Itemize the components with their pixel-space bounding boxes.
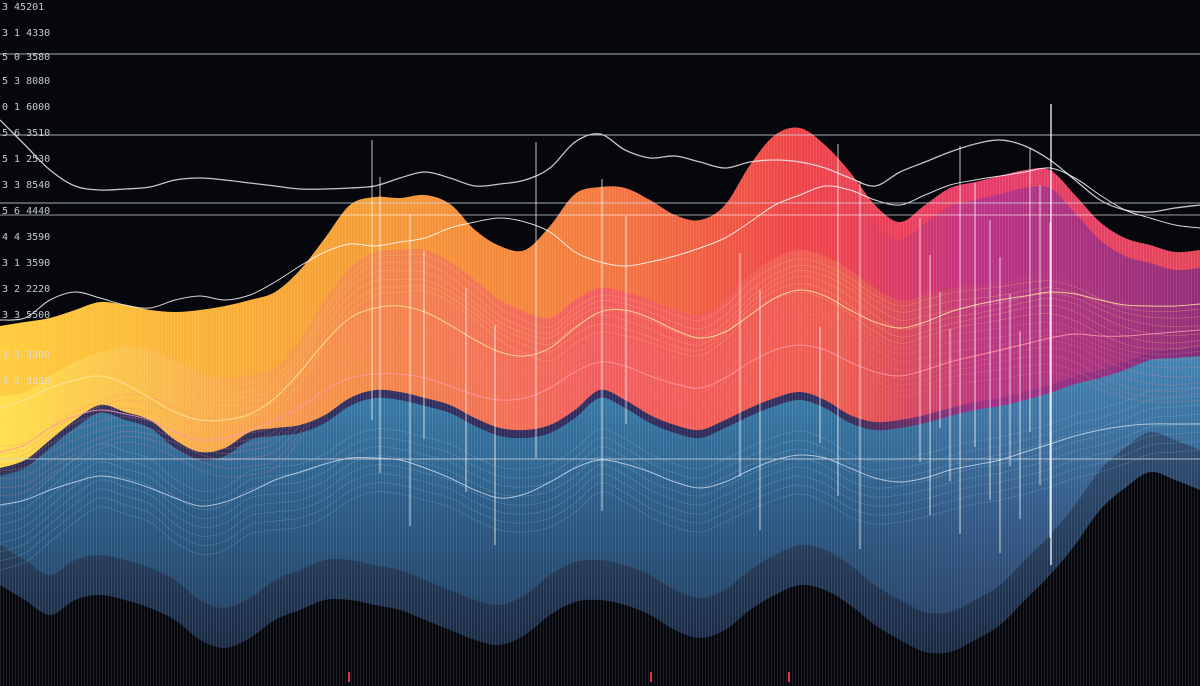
x-tick-mark-3 [788, 672, 790, 682]
y-tick-label-2: 3 1 4330 [2, 28, 50, 39]
y-tick-label-3: 5 0 3580 [2, 52, 50, 63]
y-tick-label-9: 5 6 4440 [2, 206, 50, 217]
series-line-1 [0, 119, 1200, 213]
vertical-spikes [371, 104, 1052, 565]
y-tick-label-11: 3 1 3590 [2, 258, 50, 269]
y-tick-label-8: 3 3 8540 [2, 180, 50, 191]
hatch-overlay [0, 127, 1200, 686]
horizontal-rules [0, 53, 1200, 460]
y-tick-label-10: 4 4 3590 [2, 232, 50, 243]
y-tick-label-15: 3 2 3330 [2, 376, 50, 387]
x-tick-marks [348, 672, 790, 682]
y-tick-label-5: 0 1 6000 [2, 102, 50, 113]
y-tick-label-1: 3 45201 [2, 2, 44, 13]
y-tick-label-14: 3 3 3300 [2, 350, 50, 361]
hatch-texture [0, 127, 1200, 686]
y-tick-labels: 3 45201 3 1 4330 5 0 3580 5 3 8080 0 1 6000 5… [2, 2, 50, 387]
series-line-2 [0, 167, 1200, 321]
y-tick-label-7: 5 1 2530 [2, 154, 50, 165]
y-tick-label-13: 3 3 5500 [2, 310, 50, 321]
y-tick-label-6: 5 6 3510 [2, 128, 50, 139]
x-tick-mark-2 [650, 672, 652, 682]
x-tick-mark-1 [348, 672, 350, 682]
y-tick-label-4: 5 3 8080 [2, 76, 50, 87]
y-tick-label-12: 3 2 2220 [2, 284, 50, 295]
